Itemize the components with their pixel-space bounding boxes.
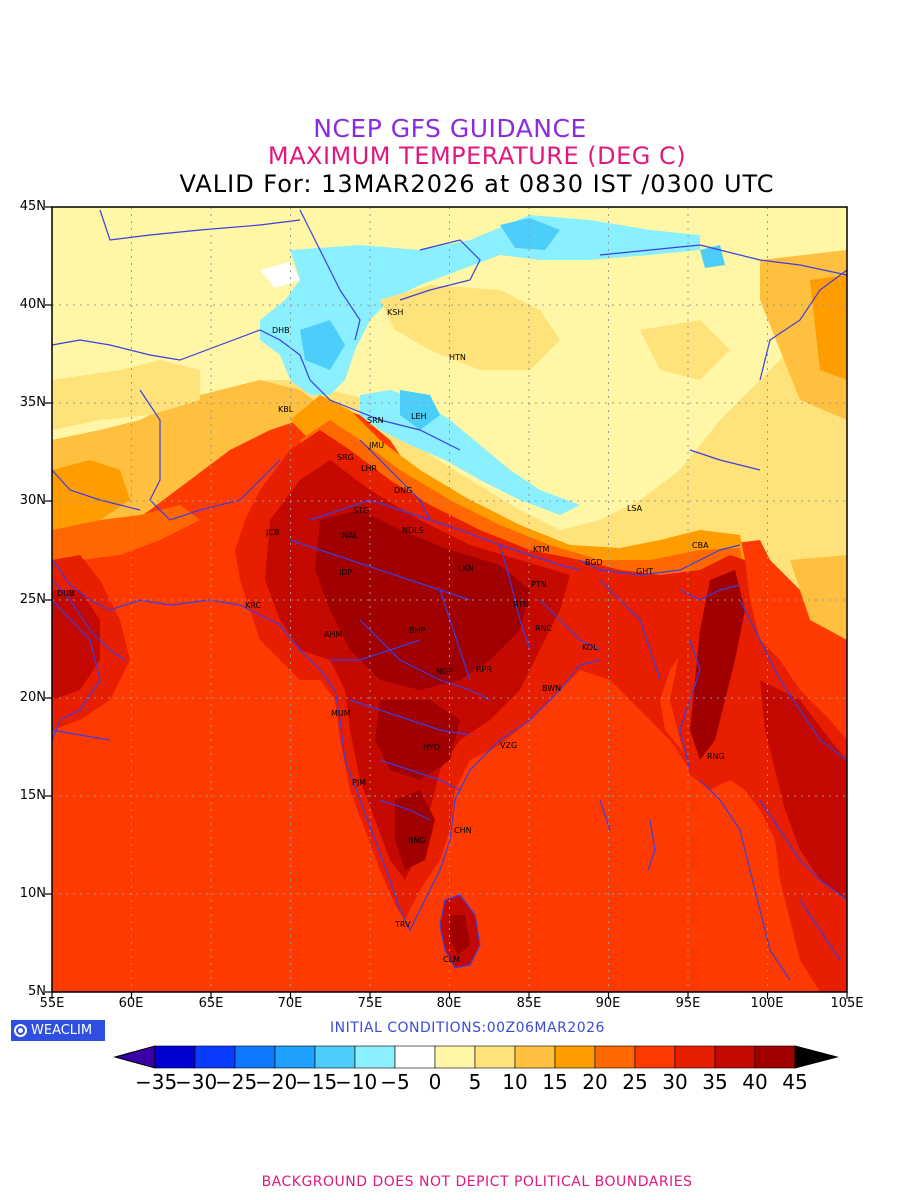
colorbar-arrow-left xyxy=(113,1045,156,1069)
logo-text: WEACLIM xyxy=(31,1023,93,1038)
city-label: NAL xyxy=(342,531,358,540)
city-label: JCB xyxy=(266,528,280,537)
colorbar-swatch xyxy=(514,1045,556,1069)
city-label: BHP xyxy=(409,626,426,635)
city-label: RTN xyxy=(513,600,529,609)
colorbar-swatch xyxy=(354,1045,396,1069)
lat-label: 10N xyxy=(19,886,46,901)
city-label: VZG xyxy=(500,741,518,750)
lon-label: 105E xyxy=(830,996,864,1011)
city-label: KBL xyxy=(278,405,294,414)
city-label: SRG xyxy=(337,453,354,462)
city-label: BWN xyxy=(542,684,562,693)
city-label: GHT xyxy=(636,567,654,576)
axis-ticks xyxy=(45,206,848,999)
lat-label: 25N xyxy=(19,592,46,607)
city-label: DUB xyxy=(57,589,75,598)
city-label: BNG xyxy=(408,836,426,845)
city-label: LEH xyxy=(411,412,427,421)
colorbar-arrow-right xyxy=(794,1045,839,1069)
lon-label: 100E xyxy=(750,996,784,1011)
colorbar-swatch xyxy=(594,1045,636,1069)
city-label: RPR xyxy=(476,665,492,674)
boundary-lines xyxy=(52,209,847,981)
colorbar-swatch xyxy=(674,1045,716,1069)
colorbar-swatch xyxy=(154,1045,196,1069)
title-line-2: MAXIMUM TEMPERATURE (DEG C) xyxy=(267,142,687,170)
colorbar-swatch xyxy=(314,1045,356,1069)
lon-label: 70E xyxy=(277,996,303,1011)
city-label: CHN xyxy=(454,826,472,835)
city-label: KSH xyxy=(387,308,404,317)
lon-label: 55E xyxy=(39,996,65,1011)
title-line-1: NCEP GFS GUIDANCE xyxy=(313,114,587,143)
city-label: DNG xyxy=(394,486,413,495)
lon-label: 85E xyxy=(516,996,542,1011)
lat-label: 20N xyxy=(19,690,46,705)
city-label: KOL xyxy=(582,643,598,652)
city-label: STG xyxy=(353,506,370,515)
city-label: HTN xyxy=(449,353,466,362)
city-label: LSA xyxy=(627,504,643,513)
colorbar-swatch xyxy=(394,1045,436,1069)
logo-icon xyxy=(14,1024,27,1037)
city-label: NGP xyxy=(436,667,454,676)
city-label: PTN xyxy=(531,580,547,589)
colorbar-swatch xyxy=(274,1045,316,1069)
city-label: RNC xyxy=(535,624,553,633)
lon-label: 95E xyxy=(675,996,701,1011)
colorbar-swatch xyxy=(634,1045,676,1069)
city-label: LHR xyxy=(361,464,378,473)
lon-label: 60E xyxy=(118,996,144,1011)
lon-label: 75E xyxy=(357,996,383,1011)
city-label: TRV xyxy=(395,920,411,929)
city-label: LKN xyxy=(458,564,474,573)
lat-label: 35N xyxy=(19,395,46,410)
city-label: BGD xyxy=(585,558,603,567)
title-line-3: VALID For: 13MAR2026 at 0830 IST /0300 U… xyxy=(179,170,775,198)
lat-label: 5N xyxy=(28,984,46,999)
city-label: RNG xyxy=(707,752,725,761)
city-label: SRN xyxy=(367,416,384,425)
initial-conditions: INITIAL CONDITIONS:00Z06MAR2026 xyxy=(330,1020,605,1036)
weaclim-logo: WEACLIM xyxy=(11,1020,105,1041)
lat-label: 30N xyxy=(19,493,46,508)
colorbar-swatch xyxy=(714,1045,756,1069)
city-label: KRC xyxy=(245,601,261,610)
colorbar-swatch xyxy=(554,1045,596,1069)
city-label: AHM xyxy=(324,630,343,639)
lat-label: 15N xyxy=(19,788,46,803)
city-label: NDLS xyxy=(402,526,424,535)
city-label: CBA xyxy=(692,541,709,550)
lon-label: 90E xyxy=(595,996,621,1011)
lat-label: 45N xyxy=(19,199,46,214)
lon-label: 65E xyxy=(198,996,224,1011)
colorbar-swatch xyxy=(234,1045,276,1069)
colorbar-swatch xyxy=(474,1045,516,1069)
city-label: PJM xyxy=(352,778,367,787)
lon-label: 80E xyxy=(436,996,462,1011)
city-label: KTM xyxy=(533,545,550,554)
city-label: HYD xyxy=(423,743,441,752)
footer-disclaimer: BACKGROUND DOES NOT DEPICT POLITICAL BOU… xyxy=(261,1174,693,1190)
lat-label: 40N xyxy=(19,297,46,312)
colorbar xyxy=(113,1045,839,1069)
city-label: JMU xyxy=(369,441,385,450)
graticule xyxy=(52,207,847,992)
city-label: MUM xyxy=(331,709,351,718)
city-label: JDP xyxy=(339,568,353,577)
city-label: DHB xyxy=(272,326,290,335)
colorbar-swatch xyxy=(434,1045,476,1069)
colorbar-swatch xyxy=(194,1045,236,1069)
colorbar-swatch xyxy=(754,1045,796,1069)
city-label: CLM xyxy=(443,955,460,964)
